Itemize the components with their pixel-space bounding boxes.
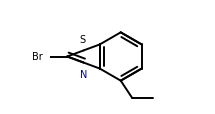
Text: S: S bbox=[79, 35, 85, 45]
Text: N: N bbox=[80, 69, 88, 79]
Text: Br: Br bbox=[32, 52, 43, 61]
